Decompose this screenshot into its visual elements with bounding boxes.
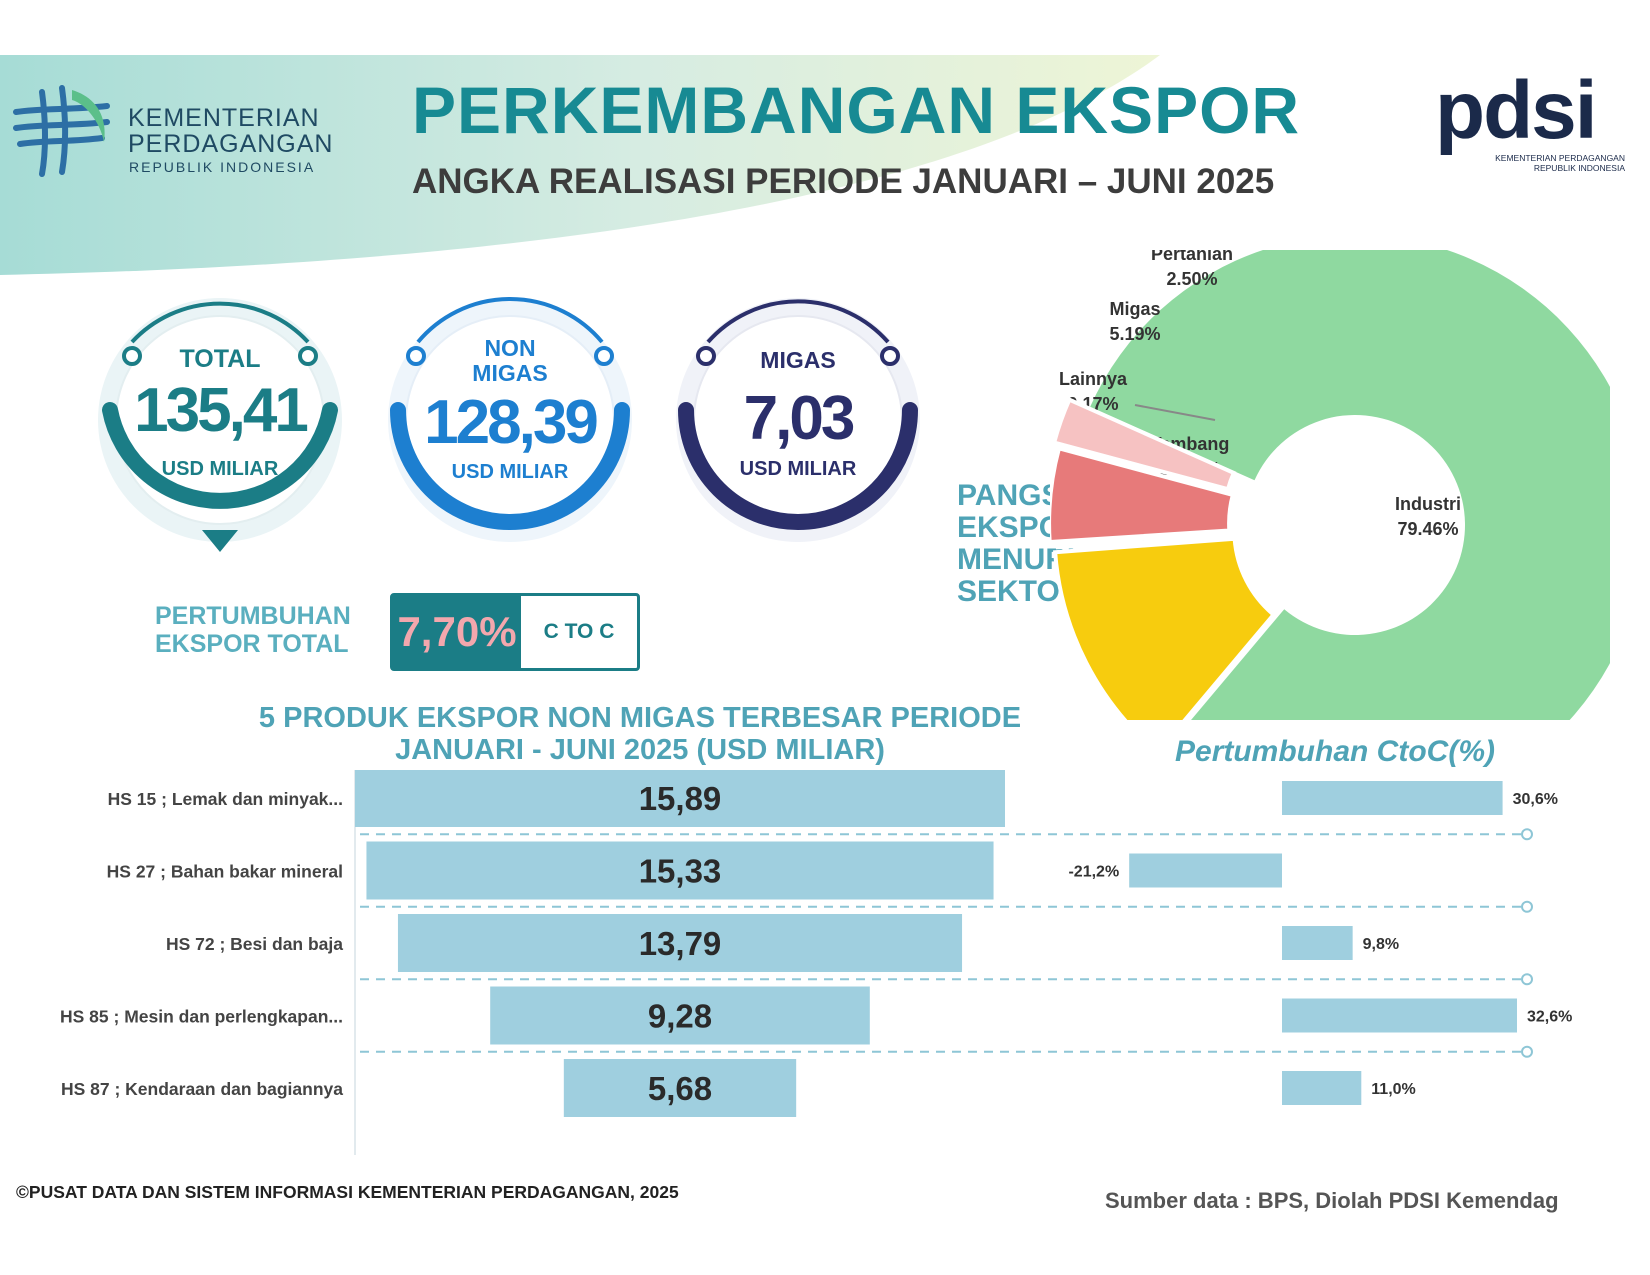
kpi-nonmigas-label-line1: NON: [484, 335, 536, 361]
product-bar-value: 15,33: [639, 853, 722, 890]
ministry-emblem-icon: [13, 85, 110, 177]
kpi-nonmigas: [388, 297, 632, 542]
growth-bar-value: 11,0%: [1371, 1081, 1415, 1098]
donut-slice-tambang: [1052, 536, 1277, 720]
product-bar: [366, 841, 994, 900]
growth-bar-value: -21,2%: [1068, 864, 1119, 881]
kpi-total: [98, 298, 342, 552]
products-title-line2: JANUARI - JUNI 2025 (USD MILIAR): [395, 734, 885, 766]
donut-label-lainnya: Lainnya: [1059, 369, 1128, 389]
kpi-migas-label: MIGAS: [760, 347, 836, 373]
product-bar-value: 9,28: [648, 998, 712, 1035]
product-bar: [490, 986, 870, 1045]
kpi-total-value: 135,41: [134, 376, 309, 445]
product-bar-value: 15,89: [639, 780, 722, 817]
growth-bar-value: 32,6%: [1527, 1009, 1572, 1026]
sector-donut-chart: Industri79.46%Tambang12.68%Lainnya0.17%M…: [1050, 250, 1610, 720]
pdsi-logo-wordmark: pdsi: [1435, 65, 1598, 156]
growth-bar-value: 30,6%: [1513, 791, 1558, 808]
footer-copyright: ©PUSAT DATA DAN SISTEM INFORMASI KEMENTE…: [16, 1182, 679, 1202]
growth-bar: [1282, 781, 1503, 815]
kpi-migas: [676, 298, 920, 542]
products-title-line1: 5 PRODUK EKSPOR NON MIGAS TERBESAR PERIO…: [258, 702, 1022, 734]
header-band: [0, 55, 1160, 275]
growth-value: 7,70%: [393, 596, 521, 668]
footer-source: Sumber data : BPS, Diolah PDSI Kemendag: [1105, 1188, 1559, 1213]
donut-leader-line: [1134, 404, 1216, 421]
ministry-name-line1: KEMENTERIAN: [128, 104, 320, 132]
growth-box: 7,70% C TO C: [390, 593, 640, 671]
row-separator-dot: [1521, 828, 1533, 841]
growth-bar-value: 9,8%: [1363, 936, 1399, 953]
kpi-total-label: TOTAL: [179, 345, 261, 373]
growth-bar: [1282, 1071, 1362, 1105]
ministry-name-line3: REPUBLIK INDONESIA: [129, 159, 316, 175]
product-bar-value: 13,79: [639, 925, 722, 962]
growth-bar: [1129, 853, 1282, 888]
product-category-label: HS 87 ; Kendaraan dan bagiannya: [61, 1079, 343, 1099]
growth-label: PERTUMBUHAN EKSPOR TOTAL: [155, 602, 351, 658]
pdsi-logo: pdsi KEMENTERIAN PERDAGANGAN REPUBLIK IN…: [1435, 70, 1635, 180]
donut-label-industri: Industri: [1395, 494, 1461, 514]
growth-label-line2: EKSPOR TOTAL: [155, 630, 349, 658]
donut-value-migas: 5.19%: [1109, 324, 1160, 344]
product-bar-value: 5,68: [648, 1070, 712, 1107]
donut-slice-lainnya: [1055, 530, 1240, 550]
kpi-gauges: [98, 297, 920, 552]
kpi-migas-value: 7,03: [743, 384, 856, 453]
donut-slice-migas: [1050, 445, 1236, 545]
row-separator-dot: [1521, 900, 1533, 913]
ministry-name-line2: PERDAGANGAN: [128, 130, 334, 158]
product-bar: [563, 1059, 797, 1117]
products-chart-title: 5 PRODUK EKSPOR NON MIGAS TERBESAR PERIO…: [240, 702, 1040, 766]
products-bar-chart: 15,89 HS 15 ; Lemak dan minyak... 30,6% 15,…: [60, 770, 1572, 1155]
growth-chart-title: Pertumbuhan CtoC(%): [1175, 735, 1495, 768]
growth-bar: [1282, 926, 1353, 960]
product-category-label: HS 72 ; Besi dan baja: [166, 934, 343, 954]
donut-slice-pertanian: [1051, 397, 1237, 492]
kpi-migas-unit: USD MILIAR: [739, 458, 857, 480]
kpi-total-unit: USD MILIAR: [161, 458, 279, 480]
pdsi-caption-line1: KEMENTERIAN PERDAGANGAN: [1495, 153, 1625, 163]
pdsi-caption-line2: REPUBLIK INDONESIA: [1533, 163, 1625, 173]
row-separator-dot: [1521, 973, 1533, 986]
growth-bar: [1282, 998, 1517, 1033]
donut-label-pertanian: Pertanian: [1151, 250, 1233, 264]
donut-label-migas: Migas: [1109, 299, 1160, 319]
page-title: PERKEMBANGAN EKSPOR: [412, 73, 1301, 147]
product-bar: [355, 770, 1005, 827]
kpi-nonmigas-value: 128,39: [424, 388, 599, 457]
growth-label-line1: PERTUMBUHAN: [155, 602, 351, 630]
ministry-logo: KEMENTERIAN PERDAGANGAN REPUBLIK INDONES…: [12, 82, 352, 182]
donut-value-industri: 79.46%: [1397, 519, 1458, 539]
donut-slice-industri: [1090, 250, 1610, 720]
product-category-label: HS 15 ; Lemak dan minyak...: [108, 789, 343, 809]
page-subtitle: ANGKA REALISASI PERIODE JANUARI – JUNI 2…: [412, 162, 1275, 201]
kpi-nonmigas-unit: USD MILIAR: [451, 461, 569, 483]
row-separator-dot: [1521, 1045, 1533, 1058]
donut-value-pertanian: 2.50%: [1166, 269, 1217, 289]
product-category-label: HS 27 ; Bahan bakar mineral: [107, 862, 343, 882]
growth-type: C TO C: [543, 620, 615, 643]
kpi-nonmigas-label-line2: MIGAS: [472, 360, 548, 386]
product-category-label: HS 85 ; Mesin dan perlengkapan...: [60, 1007, 343, 1027]
product-bar: [397, 914, 963, 972]
